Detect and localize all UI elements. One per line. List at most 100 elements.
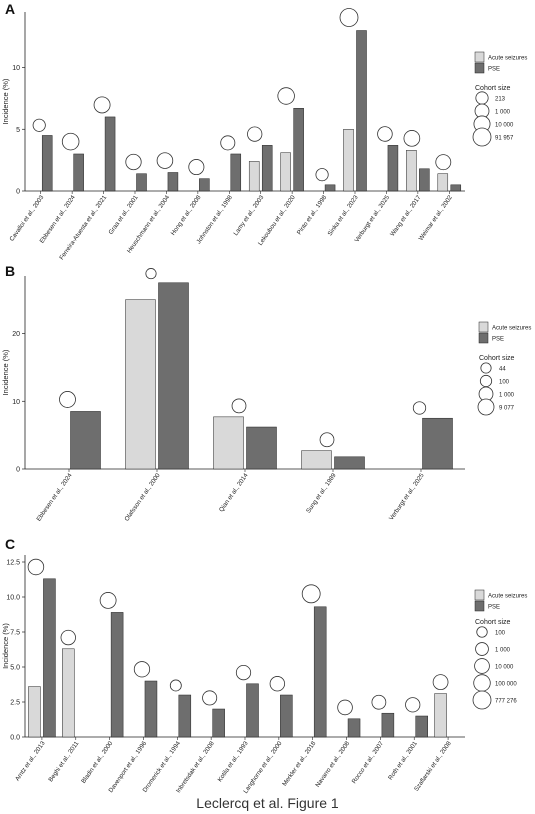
legend-size-title: Cohort size (475, 619, 511, 626)
bar-pse (415, 715, 428, 738)
bar-acute-seizures (343, 129, 354, 192)
cohort-size-bubble (27, 558, 45, 576)
legend-size-label: 777 276 (495, 699, 517, 705)
y-tick-label: 5.0 (10, 665, 20, 672)
legend-size-label: 91 957 (495, 136, 514, 142)
legend-label-pse: PSE (492, 337, 504, 343)
cohort-size-bubble (231, 398, 247, 414)
legend-size-bubble (475, 91, 489, 105)
legend-size-label: 100 000 (495, 682, 517, 688)
x-tick-label: Lekoubou et al., 2020 (257, 194, 297, 247)
bar-acute-seizures (280, 152, 291, 192)
legend-label-acute-seizures: Acute seizures (492, 326, 531, 332)
y-tick-label: 7.5 (10, 630, 20, 637)
bar-pse (230, 153, 242, 192)
x-tick-label: Navarro et al., 2008 (314, 740, 351, 789)
x-tick-label: Rocco et al., 2007 (351, 740, 386, 785)
legend-size-title: Cohort size (475, 85, 511, 92)
legend-size-label: 10 000 (495, 665, 514, 671)
x-tick-label: Inbretsdak et al., 2008 (175, 740, 216, 795)
y-tick-label: 2.5 (10, 700, 20, 707)
legend-label-acute-seizures: Acute seizures (488, 56, 527, 62)
legend-size-bubble (472, 690, 492, 710)
x-tick-label: Dromerick et al., 1994 (141, 740, 182, 794)
x-tick-label: Langhorne et al., 2000 (242, 740, 284, 795)
legend-size-label: 100 (499, 380, 510, 386)
cohort-size-bubble (61, 132, 80, 151)
bar-pse (334, 456, 365, 470)
bar-acute-seizures (434, 693, 447, 738)
cohort-size-bubble (32, 118, 46, 132)
legend-size-label: 1 000 (499, 393, 515, 399)
legend-size-title: Cohort size (479, 355, 515, 362)
bar-pse (73, 153, 84, 192)
cohort-size-bubble (412, 401, 427, 415)
cohort-size-bubble (435, 154, 452, 171)
legend-swatch-acute-seizures (474, 51, 485, 63)
bar-pse (70, 411, 101, 470)
cohort-size-bubble (133, 661, 151, 678)
cohort-size-bubble (125, 153, 142, 171)
y-tick-label: 12.5 (6, 560, 20, 567)
y-tick-label: 10.0 (6, 595, 20, 602)
panel-label-B: B (5, 263, 15, 279)
bar-pse (387, 145, 399, 192)
bar-pse (110, 612, 124, 738)
bar-acute-seizures (301, 450, 332, 470)
legend-swatch-acute-seizures (474, 589, 485, 601)
bar-pse (422, 417, 453, 470)
bar-pse (136, 173, 147, 192)
bar-pse (104, 116, 116, 192)
legend-label-pse: PSE (488, 67, 500, 73)
x-tick-label: Sinka et al., 2023 (326, 194, 359, 238)
x-tick-label: Lamy et al., 2003 (232, 194, 265, 237)
bar-pse (41, 135, 53, 192)
panel-label-A: A (5, 1, 15, 17)
bar-pse (324, 184, 336, 192)
legend-size-label: 44 (499, 367, 506, 373)
bar-pse (313, 606, 327, 738)
legend-label-acute-seizures: Acute seizures (488, 594, 527, 600)
bar-pse (246, 683, 259, 738)
legend-size-label: 100 (495, 631, 506, 637)
x-tick-label: Verburgt et al., 2025 (388, 472, 426, 522)
cohort-size-bubble (145, 268, 157, 280)
cohort-size-bubble (269, 676, 286, 692)
y-axis-label: Incidence (%) (1, 349, 10, 395)
cohort-size-bubble (247, 126, 263, 142)
x-tick-label: Qian et al., 2014 (218, 472, 250, 514)
legend-size-bubble (475, 642, 489, 656)
legend-size-bubble (473, 674, 491, 692)
legend-swatch-pse (478, 332, 489, 344)
bar-acute-seizures (437, 173, 449, 192)
legend-size-bubble (472, 127, 492, 147)
x-tick-label: Weimar et al., 2002 (417, 194, 454, 242)
cohort-size-bubble (188, 159, 205, 176)
bar-acute-seizures (248, 161, 260, 192)
bar-pse (293, 108, 304, 192)
bar-pse (199, 178, 210, 192)
x-tick-label: Davenport et al., 1996 (107, 740, 148, 794)
x-tick-label: Pinto et al., 1998 (296, 194, 329, 237)
legend-swatch-pse (474, 62, 485, 74)
legend-swatch-acute-seizures (478, 321, 489, 333)
legend-size-bubble (477, 398, 495, 416)
legend-size-bubble (476, 626, 488, 638)
x-tick-label: Beghi et al., 2011 (47, 740, 80, 784)
cohort-size-bubble (403, 130, 421, 147)
cohort-size-bubble (60, 629, 76, 646)
bar-pse (347, 718, 361, 738)
x-tick-label: Merkler et al., 2018 (281, 740, 317, 788)
cohort-size-bubble (277, 87, 295, 105)
cohort-size-bubble (301, 584, 321, 604)
cohort-size-bubble (93, 96, 111, 114)
bar-pse (381, 712, 395, 738)
x-tick-label: Roth et al., 2001 (387, 740, 419, 782)
bar-acute-seizures (62, 648, 75, 738)
bar-pse (212, 708, 225, 738)
cohort-size-bubble (315, 168, 329, 182)
x-tick-label: Sung et al., 1989 (305, 472, 338, 515)
panel-label-C: C (5, 536, 15, 552)
cohort-size-bubble (156, 152, 174, 169)
bar-acute-seizures (213, 416, 244, 470)
